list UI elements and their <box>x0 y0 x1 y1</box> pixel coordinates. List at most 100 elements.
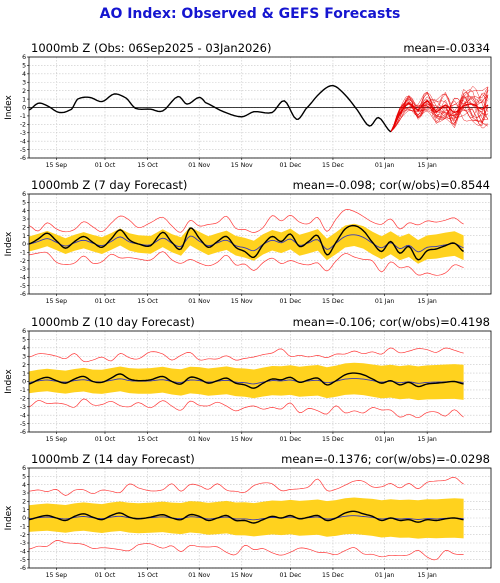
x-tick-label: 15 Dec <box>322 162 344 169</box>
spread-band <box>29 223 464 264</box>
y-axis-label: Index <box>4 231 14 256</box>
x-tick-label: 15 Dec <box>322 298 344 305</box>
observed-line <box>28 84 392 133</box>
x-tick-label: 15 Sep <box>46 436 68 443</box>
panel-1: 1000mb Z (Obs: 06Sep2025 - 03Jan2026) mea… <box>4 41 492 169</box>
observed-line <box>28 224 465 261</box>
y-tick-label: -3 <box>20 404 26 411</box>
y-tick-label: 6 <box>22 465 26 472</box>
observed-line <box>28 372 464 389</box>
y-tick-label: -6 <box>20 291 26 298</box>
ensemble-bound-lower <box>28 398 464 419</box>
ensemble-member-line <box>390 101 489 133</box>
x-tick-label: 15 Dec <box>322 572 344 579</box>
y-tick-label: -4 <box>20 549 26 556</box>
panel-stat: mean=-0.0334 <box>403 41 490 55</box>
y-tick-label: -2 <box>20 122 26 129</box>
x-tick-label: 01 Nov <box>188 436 210 443</box>
y-axis-label: Index <box>4 505 14 530</box>
y-tick-label: 1 <box>22 370 26 377</box>
y-tick-label: 2 <box>22 499 26 506</box>
y-tick-label: 4 <box>22 208 26 215</box>
y-tick-label: 3 <box>22 490 26 497</box>
x-tick-label: 15 Sep <box>46 572 68 579</box>
x-tick-label: 15 Jan <box>417 298 436 305</box>
ensemble-member-line <box>390 98 489 133</box>
y-tick-label: 1 <box>22 233 26 240</box>
panel-title: 1000mb Z (10 day Forecast) <box>31 315 195 329</box>
ensemble-member-line <box>390 90 489 133</box>
ensemble-member-line <box>390 87 489 133</box>
x-tick-label: 15 Jan <box>417 162 436 169</box>
y-tick-label: -1 <box>20 250 26 257</box>
x-tick-label: 15 Dec <box>322 436 344 443</box>
y-tick-label: 5 <box>22 63 26 70</box>
y-tick-label: -2 <box>20 258 26 265</box>
y-tick-label: -5 <box>20 147 26 154</box>
chart-main-title: AO Index: Observed & GEFS Forecasts <box>99 6 401 22</box>
y-tick-label: 3 <box>22 353 26 360</box>
x-tick-label: 01 Oct <box>95 436 116 443</box>
y-tick-label: 3 <box>22 216 26 223</box>
x-tick-label: 01 Dec <box>279 572 301 579</box>
x-tick-label: 01 Nov <box>188 572 210 579</box>
x-tick-label: 15 Sep <box>46 298 68 305</box>
y-tick-label: 2 <box>22 225 26 232</box>
x-tick-label: 01 Jan <box>375 436 394 443</box>
y-tick-label: -6 <box>20 565 26 572</box>
panel-4: 1000mb Z (14 day Forecast) mean=-0.1376; … <box>4 452 492 579</box>
observed-line <box>28 510 464 524</box>
x-tick-label: 15 Oct <box>137 298 158 305</box>
panel-title: 1000mb Z (14 day Forecast) <box>31 452 195 466</box>
y-tick-label: -4 <box>20 138 26 145</box>
y-tick-label: 4 <box>22 482 26 489</box>
spread-band <box>29 497 464 539</box>
x-tick-label: 15 Nov <box>231 162 253 169</box>
y-tick-label: 3 <box>22 79 26 86</box>
x-tick-label: 15 Oct <box>137 162 158 169</box>
y-tick-label: -1 <box>20 387 26 394</box>
y-tick-label: 2 <box>22 362 26 369</box>
x-tick-label: 01 Dec <box>279 436 301 443</box>
spread-band <box>29 362 464 401</box>
y-tick-label: 5 <box>22 337 26 344</box>
x-tick-label: 01 Nov <box>188 298 210 305</box>
x-tick-label: 01 Jan <box>375 162 394 169</box>
x-tick-label: 15 Oct <box>137 436 158 443</box>
x-tick-label: 01 Jan <box>375 572 394 579</box>
panel-title: 1000mb Z (7 day Forecast) <box>31 178 187 192</box>
y-tick-label: -6 <box>20 429 26 436</box>
panel-title: 1000mb Z (Obs: 06Sep2025 - 03Jan2026) <box>31 41 271 55</box>
y-tick-label: -1 <box>20 113 26 120</box>
panel-3: 1000mb Z (10 day Forecast) mean=-0.106; c… <box>4 315 492 443</box>
y-axis-label: Index <box>4 94 14 119</box>
y-tick-label: 2 <box>22 88 26 95</box>
ensemble-member-line <box>390 94 489 133</box>
x-tick-label: 15 Sep <box>46 162 68 169</box>
y-tick-label: -3 <box>20 266 26 273</box>
y-tick-label: 0 <box>22 105 26 112</box>
y-tick-label: -4 <box>20 412 26 419</box>
ensemble-member-line <box>390 93 489 133</box>
panel-stat: mean=-0.098; cor(w/obs)=0.8544 <box>293 178 490 192</box>
panel-stat: mean=-0.106; cor(w/obs)=0.4198 <box>293 315 490 329</box>
x-tick-label: 01 Dec <box>279 298 301 305</box>
forecast-mean-line <box>390 100 489 133</box>
y-tick-label: -3 <box>20 540 26 547</box>
x-tick-label: 01 Nov <box>188 162 210 169</box>
y-tick-label: -2 <box>20 532 26 539</box>
ensemble-bound-upper <box>28 347 464 363</box>
y-tick-label: -6 <box>20 155 26 162</box>
x-tick-label: 01 Oct <box>95 162 116 169</box>
y-tick-label: 4 <box>22 345 26 352</box>
ensemble-member-line <box>390 86 489 133</box>
y-tick-label: -5 <box>20 283 26 290</box>
y-tick-label: 0 <box>22 241 26 248</box>
y-tick-label: 1 <box>22 96 26 103</box>
x-tick-label: 15 Jan <box>417 572 436 579</box>
y-tick-label: -5 <box>20 557 26 564</box>
y-tick-label: -3 <box>20 130 26 137</box>
y-tick-label: 5 <box>22 200 26 207</box>
ensemble-bound-upper <box>28 209 464 233</box>
